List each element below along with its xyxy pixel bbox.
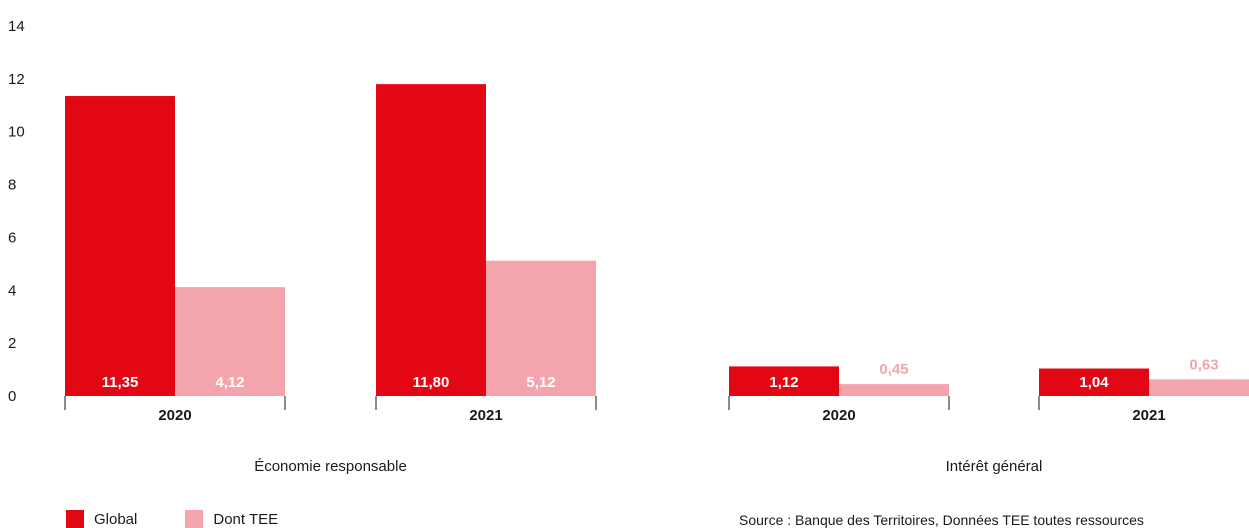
data-label: 0,63 [1189, 356, 1218, 373]
data-label: 1,12 [769, 374, 798, 391]
group-label: Économie responsable [254, 458, 407, 475]
legend-label-global: Global [94, 510, 138, 528]
group-label: Intérêt général [946, 458, 1043, 475]
bar [175, 287, 285, 396]
data-label: 11,80 [413, 374, 450, 391]
data-label: 11,35 [102, 374, 139, 391]
legend-swatch-global [66, 510, 84, 528]
y-tick-label: 14 [8, 18, 25, 35]
bar [729, 366, 839, 396]
legend: Global Dont TEE [66, 510, 278, 528]
bar [376, 84, 486, 397]
y-tick-label: 4 [8, 282, 16, 299]
bar [1039, 368, 1149, 396]
y-tick-label: 8 [8, 177, 16, 194]
bar [65, 96, 175, 397]
y-tick-label: 0 [8, 388, 16, 405]
x-category-label: 2021 [469, 407, 502, 424]
x-category-label: 2020 [158, 407, 191, 424]
y-tick-label: 6 [8, 229, 16, 246]
bar [839, 384, 949, 396]
legend-label-dont-tee: Dont TEE [213, 510, 279, 528]
data-label: 4,12 [215, 374, 244, 391]
bar-chart: 0 2 4 6 8 10 12 14 11,35 4,12 2020 11,80 5,12 2021 Éco… [8, 18, 1249, 475]
x-category-label: 2021 [1132, 407, 1165, 424]
data-label: 0,45 [879, 361, 908, 378]
bar [1149, 379, 1249, 396]
bar [486, 260, 596, 396]
legend-swatch-dont-tee [185, 510, 204, 528]
y-tick-label: 10 [8, 124, 25, 141]
source-note: Source : Banque des Territoires, Données… [739, 512, 1144, 528]
data-label: 1,04 [1079, 374, 1109, 391]
x-category-label: 2020 [822, 407, 855, 424]
legend-item-global: Global [66, 510, 137, 528]
y-tick-label: 12 [8, 71, 25, 88]
data-label: 5,12 [526, 374, 555, 391]
y-tick-label: 2 [8, 335, 16, 352]
legend-item-dont-tee: Dont TEE [185, 510, 278, 528]
